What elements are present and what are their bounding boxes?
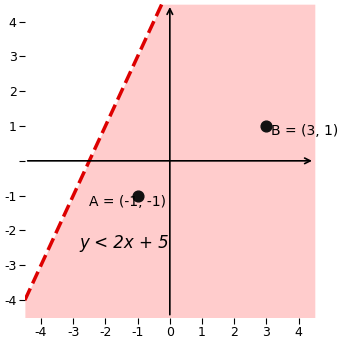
Point bbox=[264, 123, 269, 129]
Text: B = (3, 1): B = (3, 1) bbox=[271, 124, 339, 138]
Point bbox=[135, 193, 140, 198]
Text: A = (-1, -1): A = (-1, -1) bbox=[89, 195, 166, 209]
Text: y < 2x + 5: y < 2x + 5 bbox=[80, 234, 170, 252]
